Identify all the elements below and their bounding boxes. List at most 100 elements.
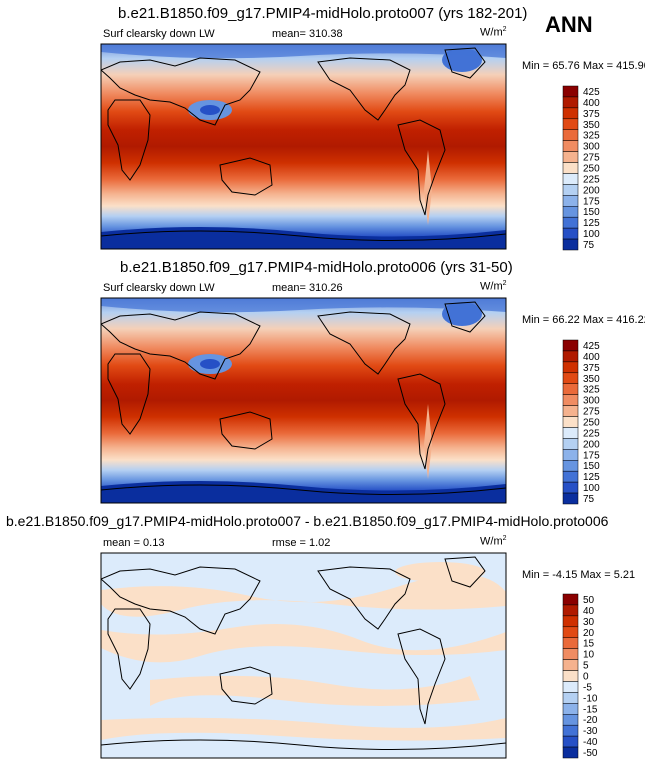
colorbar-tick-label: 250 (583, 418, 600, 429)
panel2-variable-label: Surf clearsky down LW (103, 282, 215, 294)
colorbar-tick-label: 75 (583, 494, 595, 505)
colorbar-swatch (562, 714, 579, 726)
colorbar-swatch (562, 703, 579, 715)
panel3-mean: mean = 0.13 (103, 537, 165, 549)
panel1-map-frame (100, 43, 507, 250)
colorbar-tick-label: -40 (583, 737, 598, 748)
colorbar-swatch (562, 96, 579, 109)
colorbar-tick-label: -30 (583, 726, 598, 737)
colorbar-swatch (562, 735, 579, 748)
colorbar-swatch (562, 481, 579, 494)
panel2-mean: mean= 310.26 (272, 282, 343, 294)
colorbar-tick-label: 75 (583, 240, 595, 251)
colorbar-swatch (562, 681, 579, 693)
colorbar-swatch (562, 405, 579, 417)
colorbar-tick-label: 175 (583, 450, 600, 461)
colorbar-swatch (562, 372, 579, 384)
colorbar-swatch (562, 593, 579, 606)
colorbar-tick-label: 5 (583, 661, 589, 672)
colorbar-tick-label: 125 (583, 472, 600, 483)
colorbar-swatch (562, 184, 579, 196)
colorbar-swatch (562, 470, 579, 483)
colorbar-tick-label: 275 (583, 407, 600, 418)
colorbar-swatch (562, 615, 579, 628)
colorbar-swatch (562, 460, 579, 472)
colorbar-tick-label: -15 (583, 704, 598, 715)
panel2-map-frame (100, 297, 507, 504)
colorbar-swatch (562, 394, 579, 406)
colorbar-swatch (562, 361, 579, 374)
panel1-colorbar: 4254003753503253002752502252001751501251… (562, 85, 600, 251)
panel1-minmax: Min = 65.76 Max = 415.90 (522, 60, 645, 72)
colorbar-swatch (562, 350, 579, 363)
colorbar-swatch (562, 383, 579, 395)
colorbar-swatch (562, 216, 579, 229)
colorbar-tick-label: -10 (583, 693, 598, 704)
colorbar-tick-label: 30 (583, 617, 595, 628)
colorbar-tick-label: 100 (583, 483, 600, 494)
colorbar-swatch (562, 438, 579, 450)
colorbar-tick-label: 425 (583, 87, 600, 98)
colorbar-tick-label: 200 (583, 439, 600, 450)
colorbar-swatch (562, 162, 579, 174)
colorbar-tick-label: 125 (583, 218, 600, 229)
colorbar-tick-label: 50 (583, 595, 595, 606)
colorbar-tick-label: -5 (583, 682, 592, 693)
colorbar-tick-label: 325 (583, 131, 600, 142)
colorbar-swatch (562, 692, 579, 704)
colorbar-swatch (562, 140, 579, 152)
panel2-units: W/m2 (480, 280, 507, 293)
colorbar-tick-label: 300 (583, 142, 600, 153)
panel3-title: b.e21.B1850.f09_g17.PMIP4-midHolo.proto0… (6, 513, 609, 529)
colorbar-tick-label: 275 (583, 153, 600, 164)
colorbar-tick-label: 400 (583, 352, 600, 363)
colorbar-tick-label: 20 (583, 628, 595, 639)
colorbar-swatch (562, 118, 579, 130)
colorbar-tick-label: 10 (583, 650, 595, 661)
panel3-minmax: Min = -4.15 Max = 5.21 (522, 569, 636, 581)
panel2-map (101, 298, 506, 503)
colorbar-swatch (562, 206, 579, 218)
colorbar-swatch (562, 724, 579, 737)
panel2-title: b.e21.B1850.f09_g17.PMIP4-midHolo.proto0… (120, 259, 513, 276)
panel3-map-frame (100, 552, 507, 759)
colorbar-swatch (562, 746, 579, 759)
season-label: ANN (545, 12, 593, 37)
colorbar-tick-label: 40 (583, 606, 595, 617)
colorbar-swatch (562, 427, 579, 439)
colorbar-tick-label: 225 (583, 428, 600, 439)
colorbar-tick-label: 225 (583, 174, 600, 185)
colorbar-swatch (562, 227, 579, 240)
colorbar-swatch (562, 195, 579, 207)
colorbar-tick-label: 300 (583, 396, 600, 407)
colorbar-swatch (562, 107, 579, 120)
colorbar-tick-label: 325 (583, 385, 600, 396)
panel3-rmse: rmse = 1.02 (272, 537, 331, 549)
panel1-variable-label: Surf clearsky down LW (103, 28, 215, 40)
colorbar-swatch (562, 670, 579, 682)
colorbar-tick-label: 350 (583, 374, 600, 385)
colorbar-tick-label: 100 (583, 229, 600, 240)
colorbar-tick-label: 375 (583, 109, 600, 120)
colorbar-swatch (562, 449, 579, 461)
colorbar-tick-label: 400 (583, 98, 600, 109)
colorbar-tick-label: 15 (583, 639, 595, 650)
panel1-map (101, 44, 506, 249)
panel3-units: W/m2 (480, 535, 507, 548)
colorbar-swatch (562, 492, 579, 505)
colorbar-tick-label: -50 (583, 748, 598, 759)
colorbar-tick-label: 375 (583, 363, 600, 374)
panel2-minmax: Min = 66.22 Max = 416.22 (522, 314, 645, 326)
colorbar-swatch (562, 238, 579, 251)
colorbar-swatch (562, 659, 579, 671)
colorbar-tick-label: 200 (583, 185, 600, 196)
colorbar-swatch (562, 173, 579, 185)
colorbar-swatch (562, 151, 579, 163)
colorbar-swatch (562, 416, 579, 428)
colorbar-tick-label: 350 (583, 120, 600, 131)
colorbar-tick-label: 150 (583, 207, 600, 218)
colorbar-swatch (562, 637, 579, 649)
colorbar-swatch (562, 604, 579, 617)
